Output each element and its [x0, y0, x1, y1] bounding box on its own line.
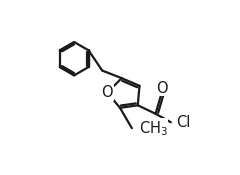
- Text: Cl: Cl: [176, 115, 190, 130]
- Text: O: O: [156, 81, 167, 96]
- Text: O: O: [102, 85, 113, 100]
- Text: CH$_3$: CH$_3$: [139, 119, 168, 138]
